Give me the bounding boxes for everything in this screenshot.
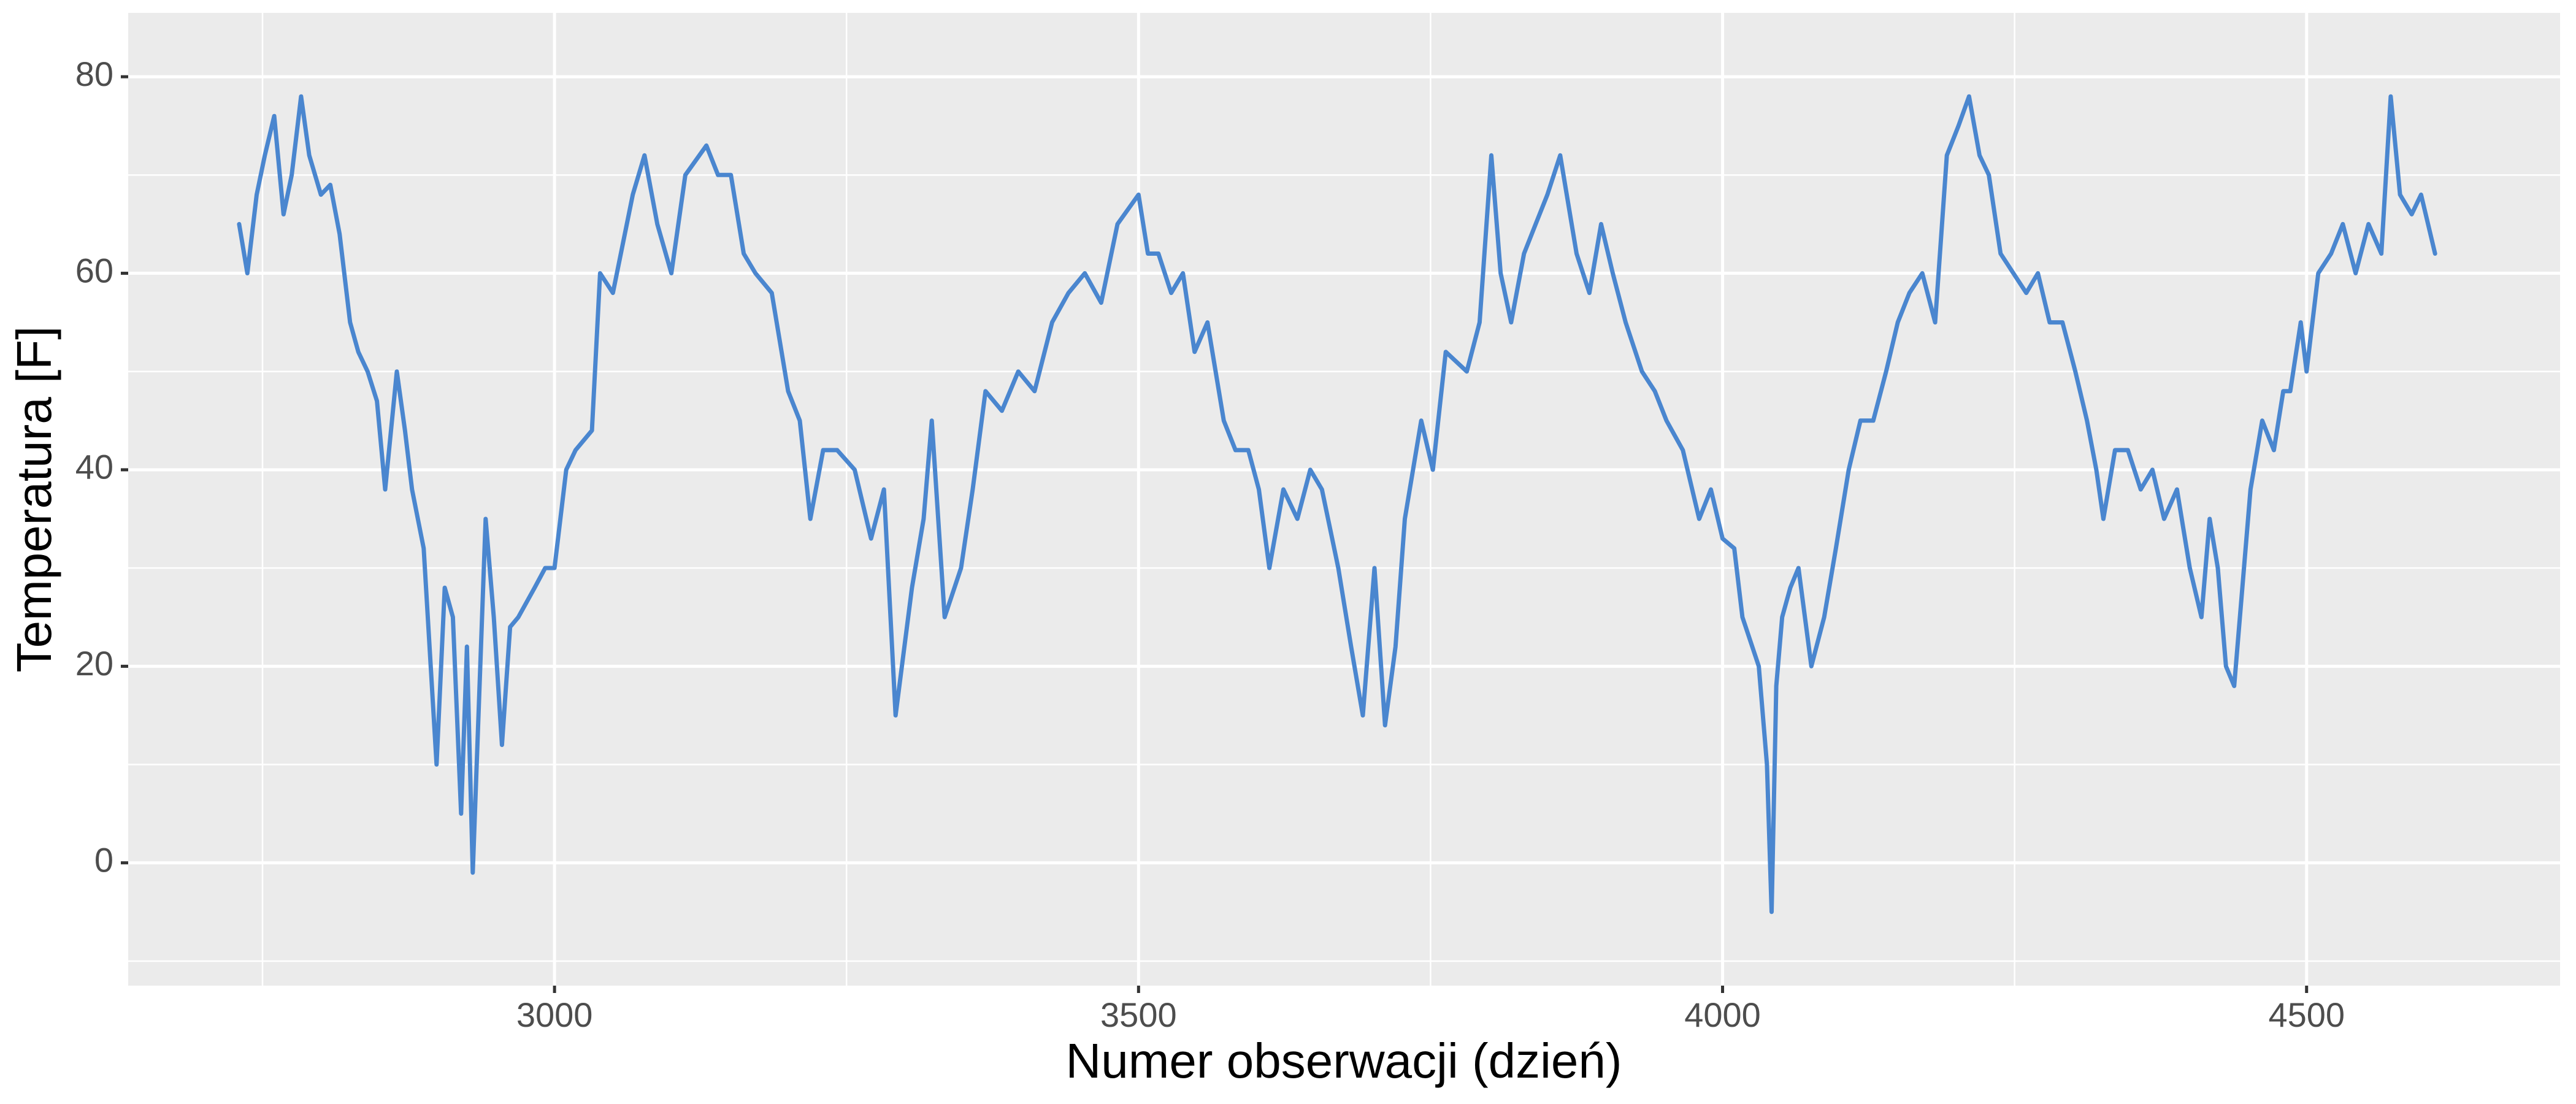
y-axis-title: Temperatura [F] (7, 326, 61, 673)
x-tick-label: 4500 (2268, 995, 2345, 1034)
x-axis-title: Numer obserwacji (dzień) (1066, 1033, 1622, 1088)
y-tick-label: 40 (75, 448, 113, 486)
plot-panel (128, 13, 2560, 986)
x-tick-label: 3500 (1100, 995, 1177, 1034)
data-line (237, 94, 2437, 914)
y-tick-label: 80 (75, 55, 113, 93)
panel-background (128, 13, 2560, 986)
x-tick-label: 4000 (1684, 995, 1761, 1034)
y-tick-label: 20 (75, 644, 113, 683)
x-tick-label: 3000 (516, 995, 593, 1034)
y-tick-label: 0 (94, 841, 113, 880)
y-tick-label: 60 (75, 251, 113, 289)
